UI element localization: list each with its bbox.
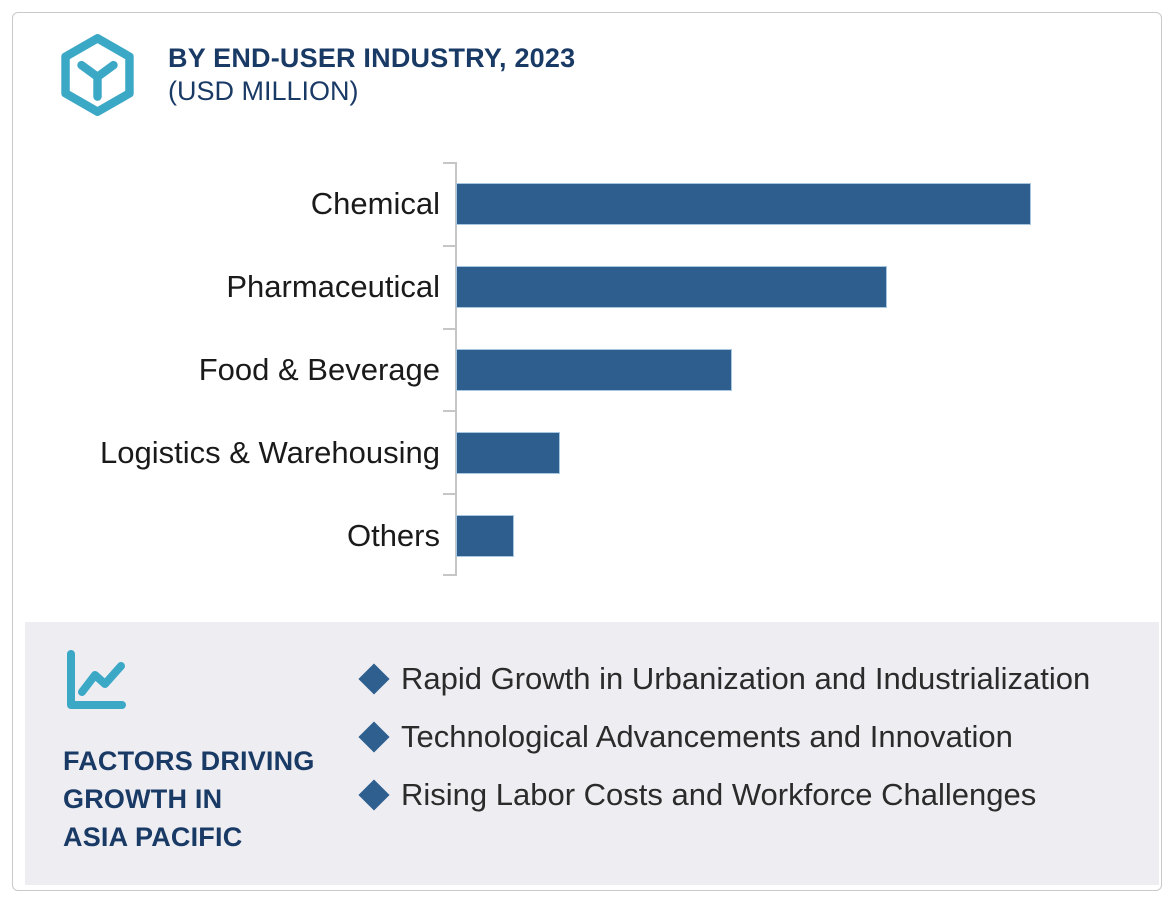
- y-axis-tick: [443, 574, 456, 576]
- factor-item: Technological Advancements and Innovatio…: [358, 713, 1090, 761]
- category-label: Pharmaceutical: [226, 268, 440, 304]
- chart-row-pharmaceutical: Pharmaceutical: [13, 245, 1113, 328]
- factors-panel: FACTORS DRIVING GROWTH IN ASIA PACIFIC R…: [25, 622, 1159, 885]
- infographic-card: BY END-USER INDUSTRY, 2023 (USD MILLION)…: [12, 12, 1162, 891]
- chart-title: BY END-USER INDUSTRY, 2023: [168, 43, 576, 73]
- chart-row-food-beverage: Food & Beverage: [13, 328, 1113, 411]
- factor-text: Technological Advancements and Innovatio…: [401, 719, 1013, 754]
- chart-title-block: BY END-USER INDUSTRY, 2023 (USD MILLION): [168, 42, 575, 108]
- chart-row-logistics-warehousing: Logistics & Warehousing: [13, 411, 1113, 494]
- bar-pharmaceutical: [456, 265, 887, 308]
- hexagon-y-logo-icon: [61, 34, 134, 116]
- category-label: Food & Beverage: [198, 351, 440, 387]
- bar-others: [456, 514, 514, 557]
- trend-line-chart-icon: [67, 650, 126, 709]
- factors-heading-line: FACTORS DRIVING: [63, 746, 315, 776]
- category-label: Others: [346, 517, 440, 553]
- y-axis-tick: [443, 328, 456, 330]
- bar-chemical: [456, 182, 1031, 225]
- factor-text: Rapid Growth in Urbanization and Industr…: [401, 661, 1091, 696]
- diamond-bullet-icon: [358, 779, 390, 811]
- chart-subtitle: (USD MILLION): [168, 76, 359, 106]
- y-axis-tick: [443, 162, 456, 164]
- diamond-bullet-icon: [358, 721, 390, 753]
- factors-heading-line: ASIA PACIFIC: [63, 822, 243, 852]
- category-label: Logistics & Warehousing: [99, 434, 440, 470]
- chart-row-others: Others: [13, 494, 1113, 577]
- factors-heading: FACTORS DRIVING GROWTH IN ASIA PACIFIC: [63, 742, 315, 856]
- factor-text: Rising Labor Costs and Workforce Challen…: [401, 777, 1037, 812]
- factors-bullet-list: Rapid Growth in Urbanization and Industr…: [358, 655, 1091, 829]
- y-axis-tick: [443, 245, 456, 247]
- factor-item: Rapid Growth in Urbanization and Industr…: [358, 655, 1091, 703]
- diamond-bullet-icon: [358, 663, 390, 695]
- factors-heading-line: GROWTH IN: [63, 784, 223, 814]
- bar-food-beverage: [456, 348, 732, 391]
- bar-logistics-warehousing: [456, 431, 560, 474]
- factor-item: Rising Labor Costs and Workforce Challen…: [358, 771, 1090, 819]
- bar-chart: Chemical Pharmaceutical Food & Beverage …: [13, 162, 1113, 577]
- y-axis-tick: [443, 493, 456, 495]
- chart-row-chemical: Chemical: [13, 162, 1113, 245]
- category-label: Chemical: [310, 185, 440, 221]
- y-axis-tick: [443, 410, 456, 412]
